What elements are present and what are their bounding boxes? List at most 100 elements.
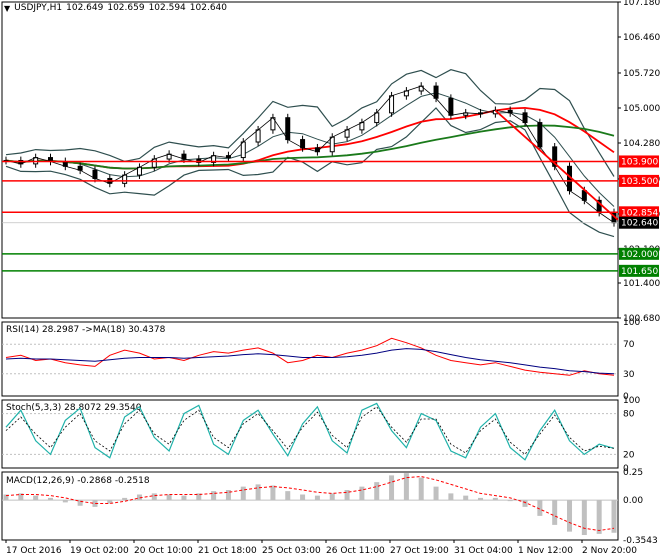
macd-histogram-bar	[33, 495, 39, 501]
macd-histogram-bar	[196, 493, 202, 501]
macd-histogram-bar	[300, 494, 306, 501]
macd-signal-line	[5, 475, 615, 532]
macd-histogram-bar	[92, 500, 98, 507]
macd-histogram-bar	[567, 500, 573, 532]
stoch-axis-label: 20	[623, 450, 635, 460]
macd-panel-label: MACD(12,26,9) -0.2868 -0.2518	[6, 476, 150, 486]
trend-line-red	[494, 109, 619, 221]
macd-histogram-bar	[463, 495, 469, 501]
price-candle-body	[537, 122, 543, 148]
level-label: 103.500	[621, 177, 658, 187]
level-label: 101.650	[621, 267, 658, 277]
macd-histogram-bar	[611, 500, 617, 533]
price-candle-body	[92, 169, 98, 179]
x-axis-label: 19 Oct 02:00	[70, 546, 129, 556]
price-candle-body	[285, 117, 291, 141]
x-axis-label: 31 Oct 04:00	[454, 546, 513, 556]
price-candle-body	[389, 95, 395, 114]
price-candle-body	[522, 112, 528, 124]
close-value: 102.640	[189, 3, 227, 13]
macd-histogram-bar	[552, 500, 558, 525]
current-price-label: 102.640	[621, 219, 658, 229]
level-tag-red	[619, 206, 659, 219]
collapse-triangle-icon[interactable]: ▼	[4, 3, 11, 13]
macd-histogram-bar	[581, 500, 587, 536]
stoch-axis-label: 0	[623, 464, 629, 474]
x-axis-label: 27 Oct 19:00	[390, 546, 449, 556]
macd-histogram-bar	[18, 493, 24, 501]
x-axis-label: 1 Nov 12:00	[518, 546, 573, 556]
panel-frame-stoch	[1, 399, 619, 469]
x-axis-label: 21 Oct 18:00	[198, 546, 257, 556]
price-axis-label: 107.180	[623, 0, 660, 8]
macd-histogram-bar	[314, 495, 320, 501]
x-axis-label: 2 Nov 20:00	[582, 546, 637, 556]
macd-histogram-bar	[107, 500, 113, 504]
rsi-axis-label: 70	[623, 340, 635, 350]
macd-histogram-bar	[403, 473, 409, 501]
high-value: 102.659	[107, 3, 145, 13]
macd-histogram-bar	[359, 486, 365, 501]
macd-histogram-bar	[374, 482, 380, 501]
macd-histogram-bar	[77, 500, 83, 506]
macd-histogram-bar	[448, 493, 454, 501]
level-tag-green	[619, 247, 659, 260]
macd-axis-label: -0.3543	[623, 536, 658, 546]
macd-histogram-bar	[418, 477, 424, 501]
price-close-line	[5, 85, 615, 224]
x-axis-label: 25 Oct 03:00	[262, 546, 321, 556]
low-value: 102.594	[148, 3, 186, 13]
level-label: 103.900	[621, 157, 658, 167]
stoch-axis-label: 80	[623, 410, 635, 420]
rsi-axis-label: 0	[623, 392, 629, 402]
macd-histogram-bar	[122, 497, 128, 501]
macd-histogram-bar	[240, 486, 246, 501]
macd-histogram-bar	[507, 500, 513, 502]
macd-histogram-bar	[329, 493, 335, 501]
rsi-axis-label: 100	[623, 318, 640, 328]
macd-histogram-bar	[136, 494, 142, 501]
x-axis-label: 20 Oct 10:00	[134, 546, 193, 556]
level-label: 102.000	[621, 250, 658, 260]
price-candle-body	[329, 136, 335, 153]
rsi-axis-label: 30	[623, 370, 635, 380]
stoch-main-line	[5, 402, 615, 461]
level-tag-green	[619, 264, 659, 277]
x-axis-label: 26 Oct 11:00	[326, 546, 385, 556]
macd-histogram-bar	[537, 500, 543, 516]
price-candle-body	[255, 129, 261, 143]
price-axis-label: 101.400	[623, 279, 660, 289]
chart-title-bar: ▼ USDJPY,H1 102.649 102.659 102.594 102.…	[4, 3, 227, 13]
panel-frame-macd	[1, 471, 619, 541]
price-axis-label: 106.460	[623, 33, 660, 43]
level-tag-red	[619, 155, 659, 168]
price-axis-label: 105.000	[623, 104, 660, 114]
rsi-panel-label: RSI(14) 28.2987 ->MA(18) 30.4378	[6, 325, 166, 335]
price-candle-body	[240, 141, 246, 159]
macd-histogram-bar	[596, 500, 602, 534]
price-axis-label: 105.720	[623, 69, 660, 79]
panel-frame-rsi	[1, 321, 619, 397]
macd-histogram-bar	[492, 497, 498, 501]
macd-histogram-bar	[270, 485, 276, 501]
macd-histogram-bar	[255, 484, 261, 501]
macd-histogram-bar	[344, 490, 350, 501]
macd-histogram-bar	[62, 500, 68, 503]
current-price-tag	[619, 216, 659, 229]
rsi-ma-line	[5, 348, 615, 375]
macd-axis-label: 0.00	[623, 496, 643, 506]
price-candle-body	[374, 112, 380, 124]
macd-axis-label: 0.25	[623, 468, 643, 478]
macd-histogram-bar	[433, 486, 439, 501]
price-candle-body	[448, 97, 454, 116]
macd-histogram-bar	[522, 500, 528, 507]
macd-histogram-bar	[389, 475, 395, 501]
macd-histogram-bar	[47, 497, 53, 501]
symbol-label: USDJPY,H1	[14, 3, 63, 13]
bollinger-lower-line	[5, 107, 615, 238]
panel-frame-main	[1, 1, 619, 319]
price-candle-body	[433, 85, 439, 99]
macd-histogram-bar	[166, 494, 172, 501]
level-tag-red	[619, 174, 659, 187]
price-axis-label: 100.680	[623, 314, 660, 324]
